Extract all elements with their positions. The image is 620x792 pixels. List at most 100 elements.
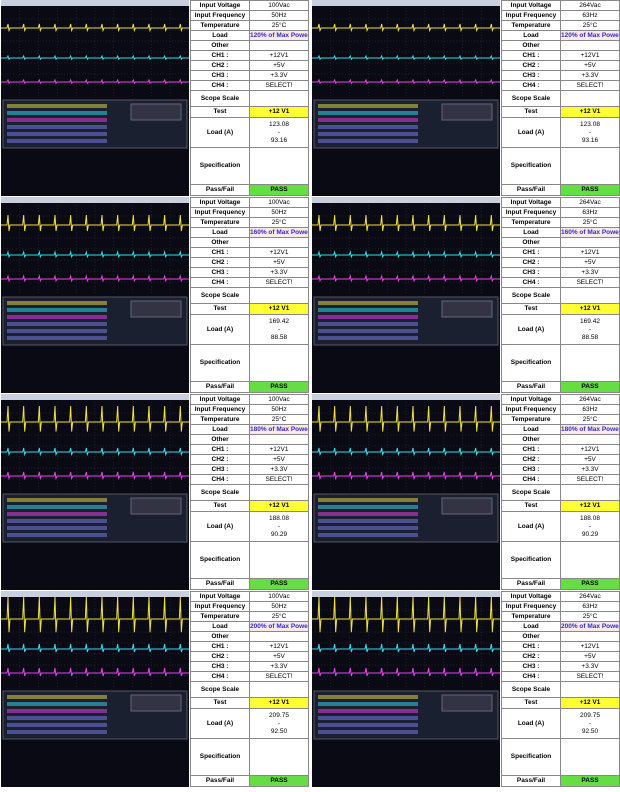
scope-info-side <box>441 694 493 712</box>
table-row: Scope Scale <box>190 681 309 698</box>
scope-info-row <box>7 730 107 734</box>
row-value: SELECT! <box>249 474 309 485</box>
row-value: 25°C <box>249 414 309 425</box>
scope-info-side <box>441 497 493 515</box>
table-row: Input Frequency 50Hz <box>190 10 309 21</box>
row-label: CH1 : <box>501 444 561 455</box>
table-row: Specification <box>501 344 620 382</box>
scope-info-row <box>7 512 107 516</box>
scope-info-row <box>7 723 107 727</box>
load-value: - <box>588 128 592 136</box>
table-row: Load (A) 169.42-88.58 <box>190 314 309 345</box>
scope-toolbar <box>312 591 500 597</box>
row-value <box>249 484 309 501</box>
scope-info-side <box>130 300 182 318</box>
table-row: Scope Scale <box>190 287 309 304</box>
row-value <box>560 237 620 248</box>
scope-info-row <box>7 709 107 713</box>
row-label: CH3 : <box>190 464 250 475</box>
scope-screenshot <box>1 591 189 787</box>
scope-info-side <box>130 103 182 121</box>
spec-table: Input Voltage 100Vac Input Frequency 50Hz Te… <box>190 394 309 590</box>
row-value <box>249 147 309 185</box>
row-label: CH2 : <box>190 257 250 268</box>
row-label: Specification <box>501 147 561 185</box>
scope-trace <box>1 23 189 33</box>
table-row: Test +12 V1 <box>501 303 620 315</box>
row-label: Load <box>190 621 250 632</box>
row-value: 120% of Max Power <box>249 30 309 41</box>
row-value: 264Vac <box>560 591 620 602</box>
row-label: Other <box>501 434 561 445</box>
table-row: Load (A) 209.75-92.50 <box>501 708 620 739</box>
row-label: Load <box>190 424 250 435</box>
table-row: Load (A) 209.75-92.50 <box>190 708 309 739</box>
row-label: Scope Scale <box>501 484 561 501</box>
test-panel: Input Voltage 100Vac Input Frequency 50Hz Te… <box>0 0 309 196</box>
table-row: Input Voltage 264Vac <box>501 0 620 11</box>
table-row: Specification <box>501 147 620 185</box>
table-row: Temperature 25°C <box>190 414 309 425</box>
row-label: Load <box>501 621 561 632</box>
row-value <box>249 541 309 579</box>
table-row: CH3 : +3.3V <box>501 267 620 278</box>
row-label: Pass/Fail <box>501 381 561 393</box>
load-value: 188.08 <box>269 514 289 522</box>
table-row: Pass/Fail PASS <box>501 775 620 787</box>
table-row: Input Voltage 264Vac <box>501 197 620 208</box>
table-row: Load 200% of Max Power <box>190 621 309 632</box>
row-label: Input Frequency <box>501 601 561 612</box>
scope-info-row <box>318 308 418 312</box>
scope-screenshot <box>312 0 500 196</box>
table-row: Load (A) 188.08-90.29 <box>190 511 309 542</box>
row-label: CH2 : <box>190 651 250 662</box>
row-label: CH1 : <box>190 641 250 652</box>
scope-screenshot <box>1 197 189 393</box>
row-value: +5V <box>560 60 620 71</box>
table-row: Test +12 V1 <box>501 500 620 512</box>
row-label: CH4 : <box>190 671 250 682</box>
table-row: Load 160% of Max Power <box>501 227 620 238</box>
row-label: Load <box>190 30 250 41</box>
table-row: Temperature 25°C <box>501 414 620 425</box>
scope-info-side <box>441 300 493 318</box>
table-row: CH4 : SELECT! <box>501 277 620 288</box>
table-row: Input Voltage 100Vac <box>190 394 309 405</box>
row-label: CH4 : <box>501 80 561 91</box>
scope-trace <box>1 667 189 677</box>
table-row: Input Frequency 50Hz <box>190 404 309 415</box>
row-label: Pass/Fail <box>501 578 561 590</box>
load-value: - <box>277 325 281 333</box>
scope-toolbar <box>1 0 189 6</box>
row-value: +12V1 <box>560 50 620 61</box>
row-label: CH4 : <box>501 671 561 682</box>
row-value: 50Hz <box>249 601 309 612</box>
row-value: 25°C <box>560 20 620 31</box>
row-value: 63Hz <box>560 10 620 21</box>
scope-info-row <box>318 702 418 706</box>
row-label: Input Voltage <box>501 394 561 405</box>
row-label: Pass/Fail <box>501 184 561 196</box>
table-row: Temperature 25°C <box>501 611 620 622</box>
table-row: Scope Scale <box>501 287 620 304</box>
row-label: CH3 : <box>501 70 561 81</box>
scope-info-row <box>318 301 418 305</box>
row-label: CH3 : <box>501 661 561 672</box>
table-row: CH3 : +3.3V <box>190 267 309 278</box>
scope-info-row <box>7 329 107 333</box>
table-row: Load 200% of Max Power <box>501 621 620 632</box>
scope-info-side <box>130 694 182 712</box>
row-label: Pass/Fail <box>190 184 250 196</box>
row-label: Other <box>501 40 561 51</box>
load-value: 88.58 <box>581 333 599 341</box>
table-row: Test +12 V1 <box>501 697 620 709</box>
row-value: SELECT! <box>560 277 620 288</box>
row-value: +3.3V <box>560 70 620 81</box>
table-row: Pass/Fail PASS <box>190 381 309 393</box>
table-row: Test +12 V1 <box>190 106 309 118</box>
table-row: Input Frequency 63Hz <box>501 404 620 415</box>
row-value: +12 V1 <box>249 697 309 709</box>
row-value: +3.3V <box>249 464 309 475</box>
row-value: +5V <box>560 454 620 465</box>
scope-toolbar <box>312 0 500 6</box>
